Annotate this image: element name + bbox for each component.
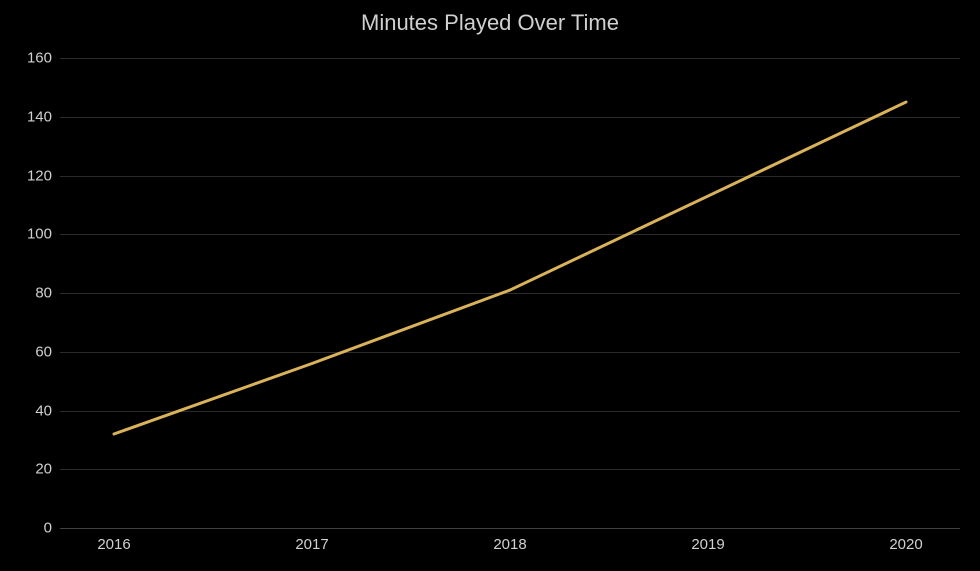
series-line [114,102,906,434]
gridline [60,528,960,529]
chart-title: Minutes Played Over Time [0,10,980,36]
y-tick-label: 20 [35,461,52,478]
y-tick-label: 140 [27,108,52,125]
y-tick-label: 0 [44,520,52,537]
y-tick-label: 160 [27,50,52,67]
minutes-played-chart: Minutes Played Over Time 020406080100120… [0,0,980,571]
x-tick-label: 2019 [691,536,724,553]
x-tick-label: 2018 [493,536,526,553]
y-tick-label: 60 [35,343,52,360]
y-tick-label: 80 [35,285,52,302]
line-layer [60,58,960,528]
y-tick-label: 100 [27,226,52,243]
x-tick-label: 2017 [295,536,328,553]
x-tick-label: 2020 [889,536,922,553]
y-tick-label: 40 [35,402,52,419]
y-tick-label: 120 [27,167,52,184]
plot-area: 0204060801001201401602016201720182019202… [60,58,960,528]
x-tick-label: 2016 [97,536,130,553]
